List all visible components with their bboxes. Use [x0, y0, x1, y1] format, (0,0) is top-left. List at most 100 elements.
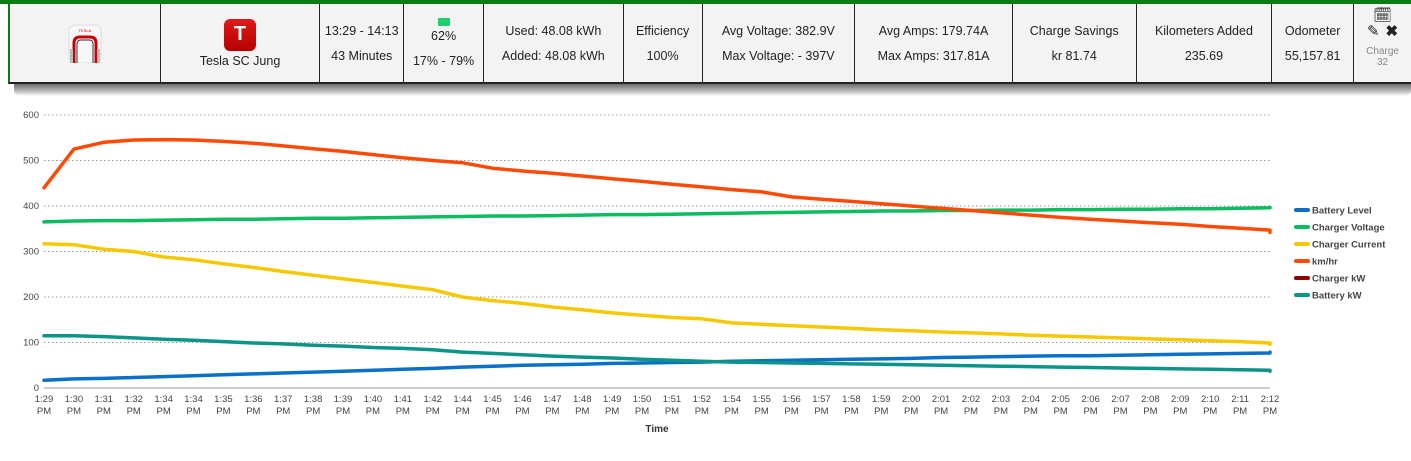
y-tick-label: 400 [23, 201, 39, 212]
odometer-value: 55,157.81 [1284, 48, 1341, 63]
x-tick-label: 2:01 PM [932, 394, 951, 417]
y-tick-label: 100 [23, 338, 39, 349]
charge-label: Charge [1366, 46, 1399, 57]
x-tick-label: 1:46 PM [513, 394, 532, 417]
x-tick-label: 1:44 PM [453, 394, 472, 417]
series-line-charger-voltage [42, 205, 1272, 224]
series-line-battery-kw [42, 333, 1272, 373]
avg-voltage: Avg Voltage: 382.9V [721, 23, 835, 38]
y-axis-ticks: 0 100 200 300 400 500 600 [23, 110, 39, 394]
actions-cell: 🗓 ✎ ✖ Charge 32 [1354, 4, 1411, 82]
max-amps: Max Amps: 317.81A [877, 48, 990, 63]
tesla-logo-icon: T [224, 18, 256, 51]
x-tick-label: 1:55 PM [752, 394, 771, 417]
x-tick-label: 1:45 PM [483, 394, 502, 417]
max-voltage: Max Voltage: - 397V [722, 48, 835, 63]
x-tick-label: 2:08 PM [1141, 394, 1160, 417]
avg-amps: Avg Amps: 179.74A [878, 23, 989, 38]
savings-value: kr 81.74 [1051, 48, 1097, 63]
x-tick-label: 1:47 PM [543, 394, 562, 417]
y-tick-label: 600 [23, 110, 39, 121]
y-tick-label: 500 [23, 156, 39, 167]
x-tick-label: 2:09 PM [1171, 394, 1190, 417]
x-tick-label: 1:59 PM [872, 394, 891, 417]
x-tick-label: 1:32 PM [124, 394, 143, 417]
y-tick-label: 0 [34, 383, 39, 394]
x-tick-label: 1:41 PM [394, 394, 413, 417]
series-line-km-hr [42, 137, 1272, 235]
grid-lines [44, 114, 1270, 389]
series-lines [42, 137, 1272, 383]
x-tick-label: 1:31 PM [95, 394, 114, 417]
x-tick-label: 2:00 PM [902, 394, 921, 417]
x-tick-label: 2:12 PM [1261, 394, 1280, 417]
x-tick-label: 1:40 PM [364, 394, 383, 417]
x-tick-label: 1:58 PM [842, 394, 861, 417]
supercharger-icon: TESLA [68, 24, 102, 63]
series-line-battery-level [42, 350, 1272, 383]
efficiency-label: Efficiency [635, 23, 690, 38]
calendar-icon[interactable]: 🗓 [1373, 7, 1393, 24]
x-tick-label: 1:38 PM [304, 394, 323, 417]
legend-item[interactable]: Charger Current [1312, 240, 1386, 251]
x-tick-label: 2:10 PM [1201, 394, 1220, 417]
x-tick-label: 1:39 PM [334, 394, 353, 417]
x-tick-label: 1:54 PM [723, 394, 742, 417]
battery-percent: 62% [431, 29, 457, 43]
x-tick-label: 1:49 PM [603, 394, 622, 417]
x-tick-label: 2:04 PM [1022, 394, 1041, 417]
legend-item[interactable]: Battery Level [1312, 206, 1372, 217]
close-icon[interactable]: ✖ [1385, 23, 1399, 40]
x-tick-label: 1:51 PM [663, 394, 682, 417]
x-axis-ticks: 1:29 PM 1:30 PM 1:31 PM 1:32 PM 1:34 PM 1:34 PM 1:35… [35, 394, 1280, 417]
charge-number: 32 [1376, 57, 1389, 68]
energy-cell: Used: 48.08 kWh Added: 48.08 kWh [484, 4, 624, 82]
summary-shadow [14, 84, 1411, 96]
x-tick-label: 1:48 PM [573, 394, 592, 417]
charge-summary-row[interactable]: TESLA T Tesla SC Jung 13:29 - 14:13 43 M… [8, 4, 1411, 84]
efficiency-value: 100% [646, 48, 679, 63]
series-line-charger-current [42, 242, 1272, 347]
legend: Battery Level Charger Voltage Charger Curr… [1294, 206, 1386, 302]
battery-cell: 62% 17% - 79% [404, 4, 484, 82]
x-tick-label: 1:56 PM [782, 394, 801, 417]
legend-item[interactable]: Battery kW [1312, 291, 1362, 302]
energy-used: Used: 48.08 kWh [505, 23, 602, 38]
time-cell: 13:29 - 14:13 43 Minutes [320, 4, 405, 82]
x-tick-label: 1:29 PM [35, 394, 54, 417]
km-added-cell: Kilometers Added 235.69 [1137, 4, 1273, 82]
x-tick-label: 1:36 PM [244, 394, 263, 417]
x-tick-label: 2:06 PM [1081, 394, 1100, 417]
x-tick-label: 1:52 PM [693, 394, 712, 417]
supercharger-cell: TESLA [10, 4, 161, 82]
x-tick-label: 1:34 PM [154, 394, 173, 417]
x-tick-label: 2:02 PM [962, 394, 981, 417]
x-tick-label: 1:57 PM [812, 394, 831, 417]
x-axis-title: Time [645, 424, 669, 435]
location-name: Tesla SC Jung [199, 53, 281, 68]
amps-cell: Avg Amps: 179.74A Max Amps: 317.81A [855, 4, 1013, 82]
x-tick-label: 1:37 PM [274, 394, 293, 417]
km-added-value: 235.69 [1184, 48, 1224, 63]
x-tick-label: 2:03 PM [992, 394, 1011, 417]
legend-item[interactable]: Charger Voltage [1312, 223, 1385, 234]
svg-text:TESLA: TESLA [78, 28, 91, 33]
x-tick-label: 2:07 PM [1111, 394, 1130, 417]
battery-icon [437, 18, 450, 26]
battery-range: 17% - 79% [412, 54, 475, 68]
efficiency-cell: Efficiency 100% [624, 4, 703, 82]
x-tick-label: 2:05 PM [1051, 394, 1070, 417]
legend-item[interactable]: Charger kW [1312, 274, 1365, 285]
x-tick-label: 1:34 PM [184, 394, 203, 417]
legend-item[interactable]: km/hr [1312, 257, 1338, 268]
savings-label: Charge Savings [1029, 23, 1119, 38]
edit-icon[interactable]: ✎ [1366, 23, 1380, 40]
savings-cell: Charge Savings kr 81.74 [1013, 4, 1137, 82]
voltage-cell: Avg Voltage: 382.9V Max Voltage: - 397V [703, 4, 856, 82]
x-tick-label: 2:11 PM [1231, 394, 1249, 417]
top-accent-bar [0, 0, 1411, 4]
x-tick-label: 1:35 PM [214, 394, 233, 417]
odometer-label: Odometer [1284, 23, 1341, 38]
y-tick-label: 300 [23, 247, 39, 258]
